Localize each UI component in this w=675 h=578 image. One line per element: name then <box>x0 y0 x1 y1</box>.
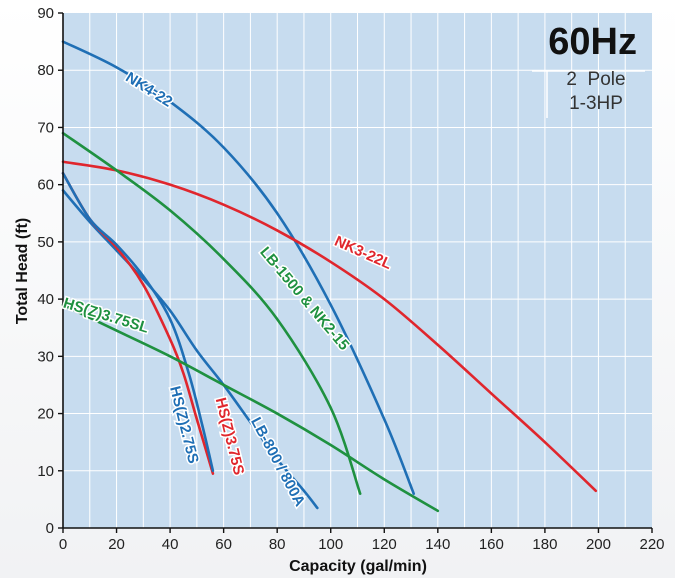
curve-lb-800-800a <box>61 189 319 510</box>
power-label: 1-3HP <box>569 93 623 114</box>
axes: 0 20 40 60 80 100 120 140 160 180 200 220 0 10 20 30 40 5… <box>37 5 664 553</box>
curve-nk4-22 <box>61 40 416 495</box>
x-tick-label: 220 <box>639 536 664 553</box>
x-tick-label: 140 <box>425 536 450 553</box>
x-tick-label: 0 <box>59 536 67 553</box>
frequency-label: 60Hz <box>548 21 637 63</box>
grid-lines <box>63 13 652 528</box>
x-tick-label: 40 <box>162 536 179 553</box>
x-tick-label: 120 <box>372 536 397 553</box>
info-box: 60Hz 2 Pole 1-3HP <box>532 21 645 118</box>
y-tick-label: 10 <box>37 463 54 480</box>
y-tick-label: 80 <box>37 62 54 79</box>
x-axis-title: Capacity (gal/min) <box>289 558 427 575</box>
y-tick-label: 50 <box>37 234 54 251</box>
curve-lb-1500-nk2-15 <box>61 131 362 495</box>
curve-hs-z-2-75s <box>61 171 215 473</box>
y-tick-label: 40 <box>37 291 54 308</box>
curve-nk3-22l <box>61 160 598 493</box>
x-tick-label: 160 <box>479 536 504 553</box>
y-axis-title: Total Head (ft) <box>14 218 31 324</box>
x-tick-label: 180 <box>532 536 557 553</box>
y-tick-label: 30 <box>37 348 54 365</box>
x-tick-label: 20 <box>108 536 125 553</box>
x-tick-label: 200 <box>586 536 611 553</box>
x-tick-label: 80 <box>269 536 286 553</box>
poles-label: 2 Pole <box>566 69 625 90</box>
curve-lines <box>61 40 598 513</box>
x-tick-label: 60 <box>215 536 232 553</box>
y-tick-label: 0 <box>46 520 54 537</box>
y-tick-label: 70 <box>37 119 54 136</box>
y-tick-label: 60 <box>37 177 54 194</box>
curve-hs-z-3-75sl <box>61 303 440 513</box>
y-tick-label: 20 <box>37 406 54 423</box>
y-tick-label: 90 <box>37 5 54 22</box>
x-tick-label: 100 <box>318 536 343 553</box>
